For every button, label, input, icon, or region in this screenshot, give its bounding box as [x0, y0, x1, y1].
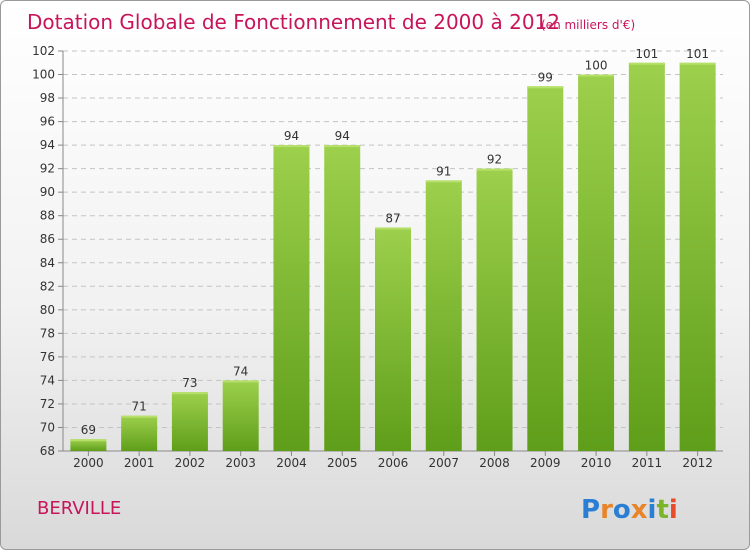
bar-highlight [425, 180, 462, 183]
proxiti-logo: Proxiti [581, 495, 678, 525]
bar [527, 86, 564, 451]
y-tick-label: 90 [40, 185, 55, 199]
bar [273, 145, 310, 451]
data-label: 101 [686, 47, 709, 61]
bar-highlight [273, 145, 310, 148]
data-label: 69 [81, 423, 96, 437]
y-tick-label: 68 [40, 444, 55, 458]
logo-letter: i [648, 495, 657, 525]
x-tick-label: 2005 [327, 456, 358, 470]
y-tick-label: 98 [40, 91, 55, 105]
y-tick-label: 94 [40, 138, 55, 152]
logo-letter: r [600, 495, 613, 525]
y-tick-label: 102 [32, 44, 55, 58]
logo-letter: i [669, 495, 678, 525]
y-tick-label: 96 [40, 115, 55, 129]
bar-highlight [375, 227, 411, 230]
bar [171, 392, 208, 451]
bar-highlight [324, 145, 361, 148]
x-tick-label: 2006 [378, 456, 409, 470]
bar [324, 145, 361, 451]
data-label: 94 [335, 129, 350, 143]
logo-letter: t [656, 495, 668, 525]
y-tick-label: 100 [32, 68, 55, 82]
chart-title: Dotation Globale de Fonctionnement de 20… [27, 10, 560, 34]
y-tick-label: 76 [40, 350, 55, 364]
x-tick-label: 2000 [73, 456, 104, 470]
data-label: 87 [385, 211, 400, 225]
chart-subtitle: (en milliers d'€) [541, 18, 635, 32]
y-tick-label: 72 [40, 397, 55, 411]
bar [578, 74, 615, 451]
bar-highlight [70, 439, 107, 442]
bar-highlight [578, 74, 615, 77]
data-label: 101 [635, 47, 658, 61]
bar [375, 227, 411, 451]
logo-letter: o [613, 495, 631, 525]
bar [476, 168, 513, 451]
bar [222, 380, 259, 451]
x-tick-label: 2009 [530, 456, 561, 470]
bar [628, 62, 665, 451]
x-tick-label: 2001 [124, 456, 155, 470]
x-tick-label: 2011 [632, 456, 663, 470]
y-tick-label: 84 [40, 256, 55, 270]
bar [679, 62, 716, 451]
data-label: 91 [436, 164, 451, 178]
y-tick-label: 74 [40, 373, 55, 387]
x-tick-label: 2007 [428, 456, 459, 470]
logo-letter: P [581, 495, 600, 525]
x-tick-label: 2008 [479, 456, 510, 470]
x-tick-label: 2012 [682, 456, 713, 470]
bar-highlight [628, 62, 665, 65]
data-label: 73 [182, 376, 197, 390]
data-label: 92 [487, 153, 502, 167]
y-tick-label: 88 [40, 209, 55, 223]
data-label: 100 [585, 59, 608, 73]
bar [121, 415, 158, 451]
y-tick-label: 78 [40, 326, 55, 340]
data-labels: 69 71 73 74 94 94 87 91 92 99 100 101 101 [81, 47, 709, 437]
x-tick-label: 2002 [175, 456, 206, 470]
bar-highlight [121, 415, 158, 418]
commune-name: BERVILLE [37, 498, 121, 519]
bar [70, 439, 107, 451]
data-label: 71 [132, 400, 147, 414]
x-tick-label: 2003 [225, 456, 256, 470]
bar [425, 180, 462, 452]
y-tick-label: 92 [40, 162, 55, 176]
bar-highlight [679, 62, 716, 65]
bar-highlight [476, 168, 513, 171]
bar-highlight [222, 380, 259, 383]
bar-highlight [527, 86, 564, 89]
data-label: 99 [538, 70, 553, 84]
logo-letter: x [631, 495, 648, 525]
y-tick-label: 80 [40, 303, 55, 317]
bar-highlight [171, 392, 208, 395]
data-label: 74 [233, 364, 248, 378]
y-tick-label: 82 [40, 279, 55, 293]
x-tick-label: 2004 [276, 456, 307, 470]
y-tick-label: 86 [40, 232, 55, 246]
data-label: 94 [284, 129, 299, 143]
y-tick-label: 70 [40, 420, 55, 434]
x-tick-label: 2010 [581, 456, 612, 470]
bars [70, 62, 716, 452]
